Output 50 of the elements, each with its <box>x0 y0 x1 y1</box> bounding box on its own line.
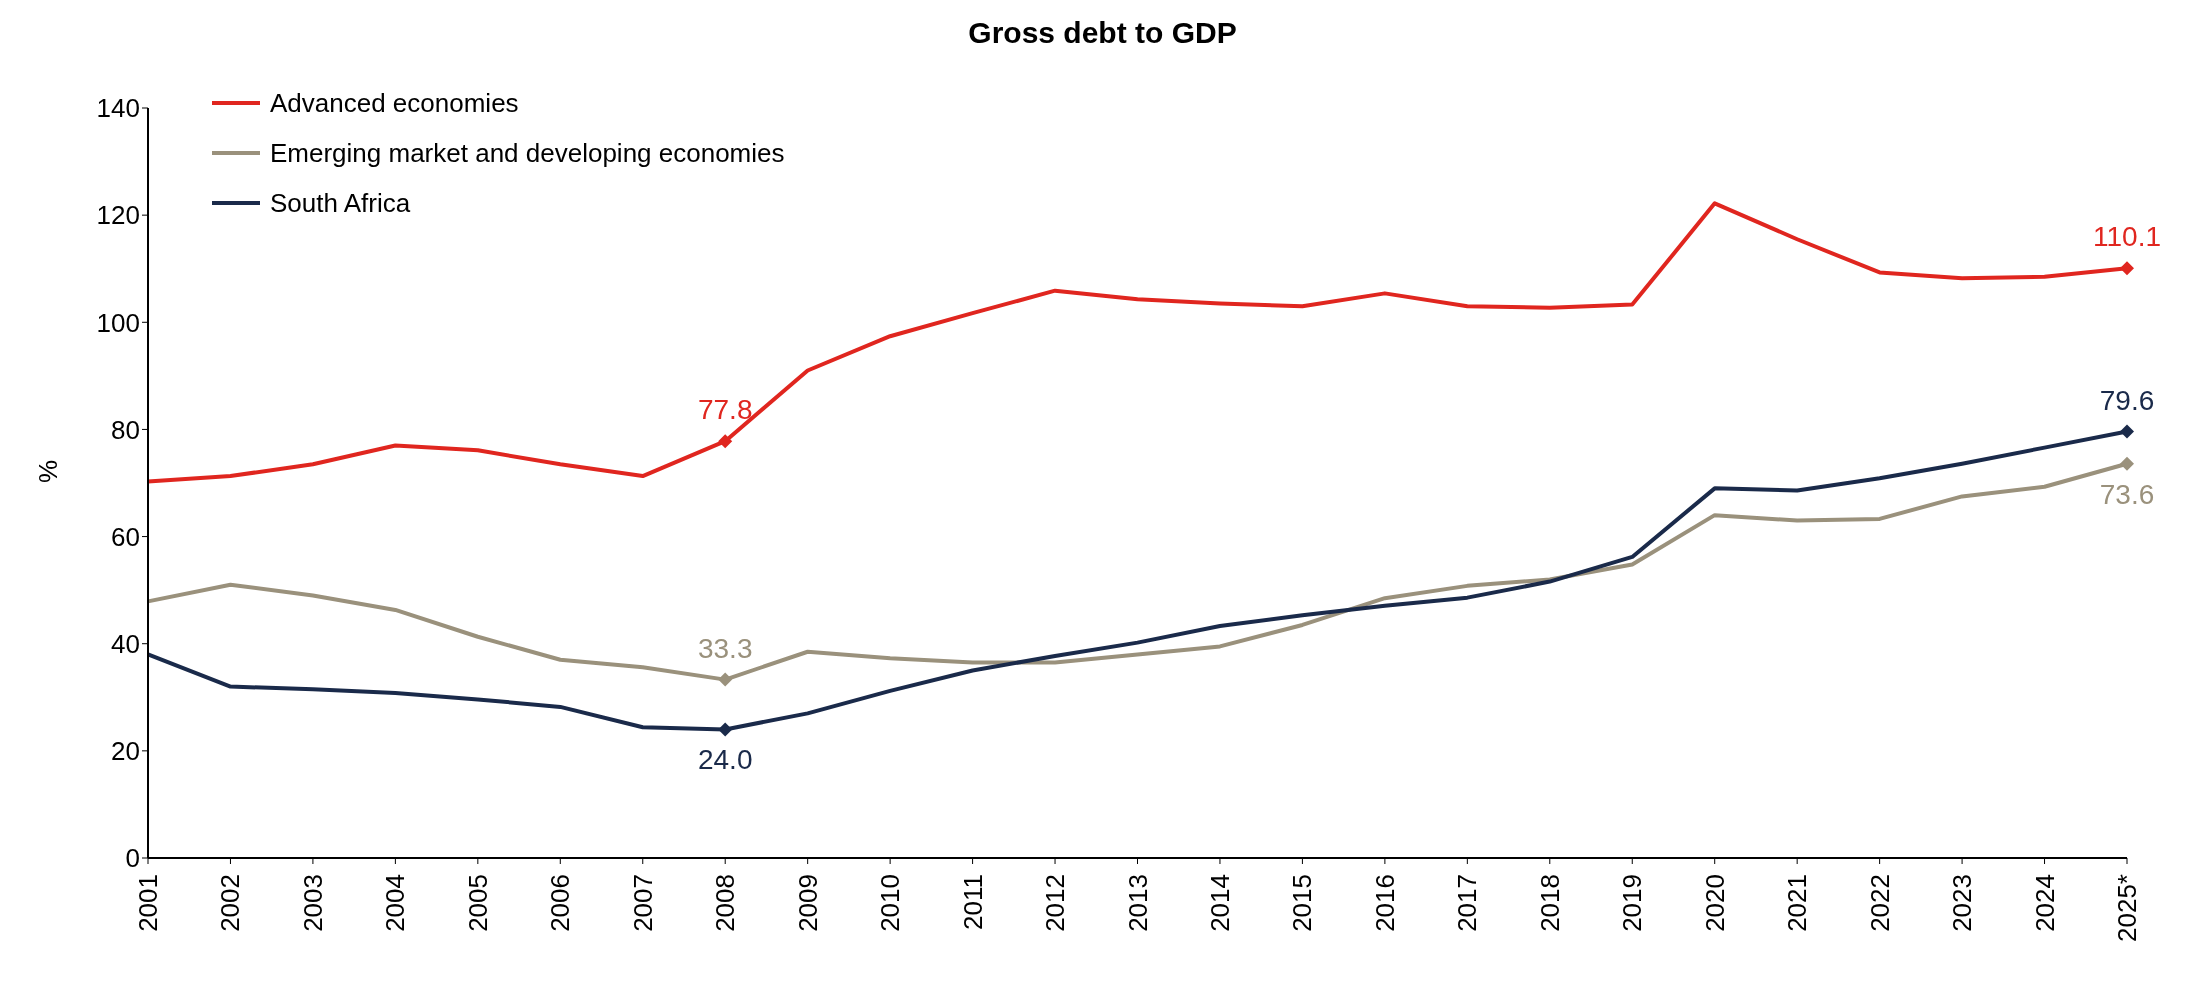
x-tick-label: 2012 <box>1040 874 1071 932</box>
x-tick-label: 2006 <box>545 874 576 932</box>
y-tick-label: 40 <box>111 628 140 659</box>
y-tick-label: 120 <box>96 200 140 231</box>
point <box>2120 424 2134 439</box>
x-tick-label: 2007 <box>627 874 658 932</box>
y-tick-label: 80 <box>111 414 140 445</box>
data-label: 77.8 <box>697 394 753 426</box>
x-tick-label: 2005 <box>462 874 493 932</box>
x-tick-label: 2002 <box>215 874 246 932</box>
data-label: 73.6 <box>2099 478 2155 510</box>
point <box>2120 456 2134 471</box>
y-axis-title: % <box>33 459 64 483</box>
point <box>718 434 733 449</box>
y-tick-label: 20 <box>111 736 140 767</box>
x-tick-label: 2014 <box>1204 874 1235 932</box>
x-tick-label: 2015 <box>1287 874 1318 932</box>
x-tick-label: 2018 <box>1534 874 1565 932</box>
data-label: 33.3 <box>697 632 753 664</box>
data-label: 24.0 <box>697 744 753 776</box>
x-tick-label: 2003 <box>297 874 328 932</box>
x-tick-label: 2010 <box>875 874 906 932</box>
point <box>2120 261 2134 276</box>
x-tick-label: 2019 <box>1617 874 1648 932</box>
legend-label: Emerging market and developing economies <box>270 137 785 169</box>
y-tick-label: 0 <box>125 843 140 874</box>
data-label: 110.1 <box>2093 221 2161 253</box>
x-tick-label: 2009 <box>792 874 823 932</box>
y-tick-label: 60 <box>111 521 140 552</box>
x-tick-label: 2016 <box>1369 874 1400 932</box>
chart-title: Gross debt to GDP <box>967 15 1238 51</box>
y-tick-label: 140 <box>96 93 140 124</box>
x-tick-label: 2024 <box>2029 874 2060 932</box>
x-tick-label: 2001 <box>133 874 163 932</box>
x-tick-label: 2004 <box>380 874 411 932</box>
y-tick-label: 100 <box>96 307 140 338</box>
x-tick-label: 2021 <box>1782 874 1813 932</box>
x-tick-label: 2008 <box>710 874 741 932</box>
x-tick-label: 2023 <box>1947 874 1978 932</box>
legend-label: South Africa <box>270 187 411 219</box>
data-label: 79.6 <box>2099 384 2155 416</box>
x-tick-label: 2022 <box>1864 874 1895 932</box>
x-tick-label: 2011 <box>957 874 988 930</box>
x-tick-label: 2017 <box>1452 874 1483 932</box>
legend-label: Advanced economies <box>270 87 519 119</box>
x-tick-label: 2025* <box>2112 874 2142 942</box>
point <box>718 672 733 687</box>
x-tick-label: 2013 <box>1122 874 1153 932</box>
x-tick-label: 2020 <box>1699 874 1730 932</box>
point <box>718 722 733 737</box>
